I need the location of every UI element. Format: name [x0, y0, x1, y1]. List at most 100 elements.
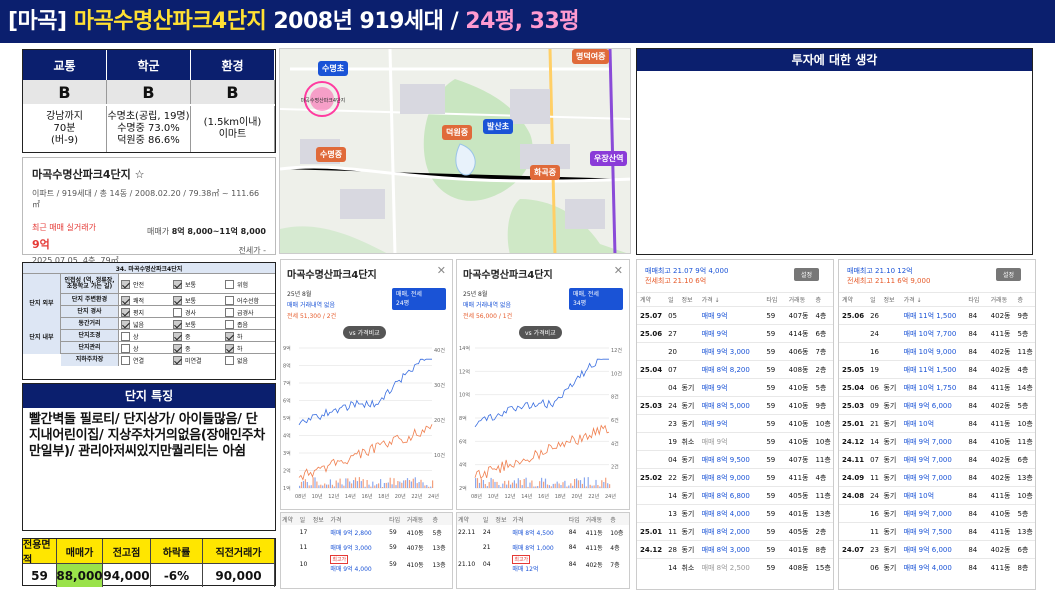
table-row[interactable]: 06 동기 매매 9억 4,000 84 411동 8층 — [839, 558, 1035, 577]
unchecked-checkbox-icon[interactable] — [121, 355, 130, 365]
table-row[interactable]: 25.02 22 동기 매매 8억 9,000 59 411동 4층 — [637, 468, 833, 487]
map-label-6[interactable]: 우장산역 — [590, 151, 628, 166]
checklist-option[interactable]: 미연결 — [173, 354, 225, 366]
close-icon[interactable]: ✕ — [613, 264, 623, 277]
checklist-option[interactable]: 연결 — [121, 354, 173, 366]
table-header-cell[interactable]: 정보 — [880, 292, 901, 307]
checklist-option[interactable]: 보통 — [173, 294, 225, 306]
map-label-5[interactable]: 화곡중 — [530, 165, 561, 180]
table-header-cell[interactable]: 거래동 — [785, 292, 813, 307]
trade-type-select[interactable]: 매매, 전세 34평 — [569, 288, 623, 310]
unchecked-checkbox-icon[interactable] — [225, 307, 234, 317]
table-row[interactable]: 25.06 26 매매 11억 1,500 84 402동 9층 — [839, 306, 1035, 325]
checklist-option[interactable]: 좁음 — [225, 318, 277, 330]
table-row[interactable]: 24.11 07 동기 매매 9억 7,000 84 402동 6층 — [839, 450, 1035, 469]
table-header-cell[interactable]: 일 — [665, 292, 679, 307]
table-header-cell[interactable]: 정보 — [678, 292, 699, 307]
table-row[interactable]: 25.04 06 동기 매매 10억 1,750 84 411동 14층 — [839, 378, 1035, 397]
table-row[interactable]: 14 취소 매매 8억 2,500 59 408동 15층 — [637, 558, 833, 577]
table-row[interactable]: 25.07 05 매매 9억 59 407동 4층 — [637, 306, 833, 325]
map-label-0[interactable]: 수명초 — [318, 61, 349, 76]
checked-checkbox-icon[interactable] — [121, 279, 130, 289]
table-row[interactable]: 21.10 04 최고가 매매 12억 84 402동 7층 — [457, 555, 629, 573]
price-trend-chart[interactable]: 14억 12억 10억 8억 6억 4억 2억 12건 10건 8건 6건 4건 2건 08년 10년 12년… — [457, 340, 630, 510]
trade-panel-34[interactable]: 마곡수명산파크4단지 ✕ 25년 8월 매매 거래내역 없음 전세 56,000 / 1… — [456, 259, 630, 510]
table-header-cell[interactable]: 일 — [867, 292, 881, 307]
checklist-option[interactable]: 하 — [225, 330, 277, 342]
table-row[interactable]: 16 매매 10억 9,000 84 402동 11층 — [839, 342, 1035, 361]
trade-panel-24[interactable]: 마곡수명산파크4단지 ✕ 25년 8월 매매 거래내역 없음 전세 51,300 / 2… — [280, 259, 453, 510]
price-trend-chart[interactable]: 9억 8억 7억 6억 5억 4억 3억 2억 1억 40건 30건 20건 10건 08년 10년 12년 1… — [281, 340, 453, 510]
unchecked-checkbox-icon[interactable] — [225, 319, 234, 329]
table-header-cell[interactable]: 계약 — [839, 292, 868, 307]
unchecked-checkbox-icon[interactable] — [121, 331, 130, 341]
unchecked-checkbox-icon[interactable] — [173, 307, 182, 317]
table-header-cell[interactable]: 층 — [812, 292, 833, 307]
checklist-option[interactable]: 상 — [121, 342, 173, 354]
table-row[interactable]: 25.06 27 매매 9억 59 414동 6층 — [637, 324, 833, 343]
checklist-option[interactable]: 쾌적 — [121, 294, 173, 306]
table-row[interactable]: 24.12 28 동기 매매 8억 3,000 59 401동 8층 — [637, 540, 833, 559]
checked-checkbox-icon[interactable] — [121, 319, 130, 329]
checked-checkbox-icon[interactable] — [121, 307, 130, 317]
apt-info-title[interactable]: 마곡수명산파크4단지 ☆ — [32, 168, 145, 181]
checked-checkbox-icon[interactable] — [173, 319, 182, 329]
table-row[interactable]: 21 매매 8억 1,000 84 411동 4층 — [457, 540, 629, 555]
trade-history-24[interactable]: 매매최고 21.07 9억 4,000 전세최고 21.10 6억 설정 계약 일 정보 가… — [636, 259, 834, 590]
apt-info-card[interactable]: 마곡수명산파크4단지 ☆ 이파트 / 919세대 / 총 14동 / 2008.… — [22, 157, 276, 265]
table-row[interactable]: 11 동기 매매 9억 7,500 84 411동 13층 — [839, 522, 1035, 541]
checklist-option[interactable]: 하 — [225, 342, 277, 354]
checked-checkbox-icon[interactable] — [173, 295, 182, 305]
checklist-option[interactable]: 경사 — [173, 306, 225, 318]
checklist-option[interactable]: 안전 — [121, 274, 173, 294]
table-row[interactable]: 24.07 23 동기 매매 9억 6,000 84 402동 6층 — [839, 540, 1035, 559]
table-row[interactable]: 20 매매 9억 3,000 59 406동 7층 — [637, 342, 833, 361]
trade-type-select[interactable]: 매매, 전세 24평 — [392, 288, 446, 310]
table-row[interactable]: 25.03 09 동기 매매 9억 6,000 84 402동 5층 — [839, 396, 1035, 415]
checked-checkbox-icon[interactable] — [225, 343, 234, 353]
checklist-option[interactable]: 없음 — [225, 354, 277, 366]
checked-checkbox-icon[interactable] — [121, 295, 130, 305]
checklist-option[interactable]: 보통 — [173, 318, 225, 330]
checked-checkbox-icon[interactable] — [173, 279, 182, 289]
table-row[interactable]: 25.04 07 매매 8억 8,200 59 408동 2층 — [637, 360, 833, 379]
unchecked-checkbox-icon[interactable] — [225, 295, 234, 305]
table-row[interactable]: 16 동기 매매 9억 7,000 84 410동 5층 — [839, 504, 1035, 523]
table-row[interactable]: 19 취소 매매 9억 59 410동 10층 — [637, 432, 833, 451]
close-icon[interactable]: ✕ — [436, 264, 446, 277]
table-row[interactable]: 14 동기 매매 8억 6,800 59 405동 11층 — [637, 486, 833, 505]
unchecked-checkbox-icon[interactable] — [225, 279, 234, 289]
table-header-cell[interactable]: 거래동 — [987, 292, 1015, 307]
map-label-3[interactable]: 발산초 — [483, 119, 514, 134]
checklist-option[interactable]: 상 — [121, 330, 173, 342]
checked-checkbox-icon[interactable] — [173, 355, 182, 365]
checklist-option[interactable]: 중 — [173, 342, 225, 354]
compare-price-button[interactable]: vs 가격비교 — [519, 326, 562, 339]
checked-checkbox-icon[interactable] — [173, 343, 182, 353]
table-row[interactable]: 11 매매 9억 3,000 59 407동 13층 — [281, 540, 452, 555]
checklist-option[interactable]: 넓음 — [121, 318, 173, 330]
settings-button[interactable]: 설정 — [995, 268, 1021, 281]
checklist-option[interactable]: 평지 — [121, 306, 173, 318]
table-row[interactable]: 24.09 11 동기 매매 9억 7,000 84 402동 13층 — [839, 468, 1035, 487]
checklist-option[interactable]: 중 — [173, 330, 225, 342]
table-row[interactable]: 25.03 24 동기 매매 8억 5,000 59 410동 9층 — [637, 396, 833, 415]
checklist-option[interactable]: 위험 — [225, 274, 277, 294]
location-map[interactable]: 수명초 명덕여중 덕원중 발산초 수명중 화곡중 우장산역 마곡수명산파크4단지 — [279, 48, 631, 254]
checklist-option[interactable]: 보통 — [173, 274, 225, 294]
table-row[interactable]: 04 동기 매매 8억 9,500 59 407동 11층 — [637, 450, 833, 469]
table-row[interactable]: 25.05 19 매매 11억 1,500 84 402동 4층 — [839, 360, 1035, 379]
settings-button[interactable]: 설정 — [793, 268, 819, 281]
table-row[interactable]: 24.12 14 동기 매매 9억 7,000 84 410동 11층 — [839, 432, 1035, 451]
table-row[interactable]: 04 동기 매매 9억 59 410동 5층 — [637, 378, 833, 397]
table-header-cell[interactable]: 타입 — [763, 292, 786, 307]
table-row[interactable]: 25.01 21 동기 매매 10억 84 411동 10층 — [839, 414, 1035, 433]
table-header-cell[interactable]: 가격 ↓ — [900, 292, 966, 307]
table-header-cell[interactable]: 타입 — [965, 292, 988, 307]
unchecked-checkbox-icon[interactable] — [225, 355, 234, 365]
table-row[interactable]: 23 동기 매매 9억 59 410동 10층 — [637, 414, 833, 433]
table-header-cell[interactable]: 가격 ↓ — [698, 292, 764, 307]
table-row[interactable]: 17 매매 9억 2,800 59 410동 5층 — [281, 525, 452, 540]
map-label-4[interactable]: 수명중 — [316, 147, 347, 162]
table-header-cell[interactable]: 층 — [1014, 292, 1035, 307]
